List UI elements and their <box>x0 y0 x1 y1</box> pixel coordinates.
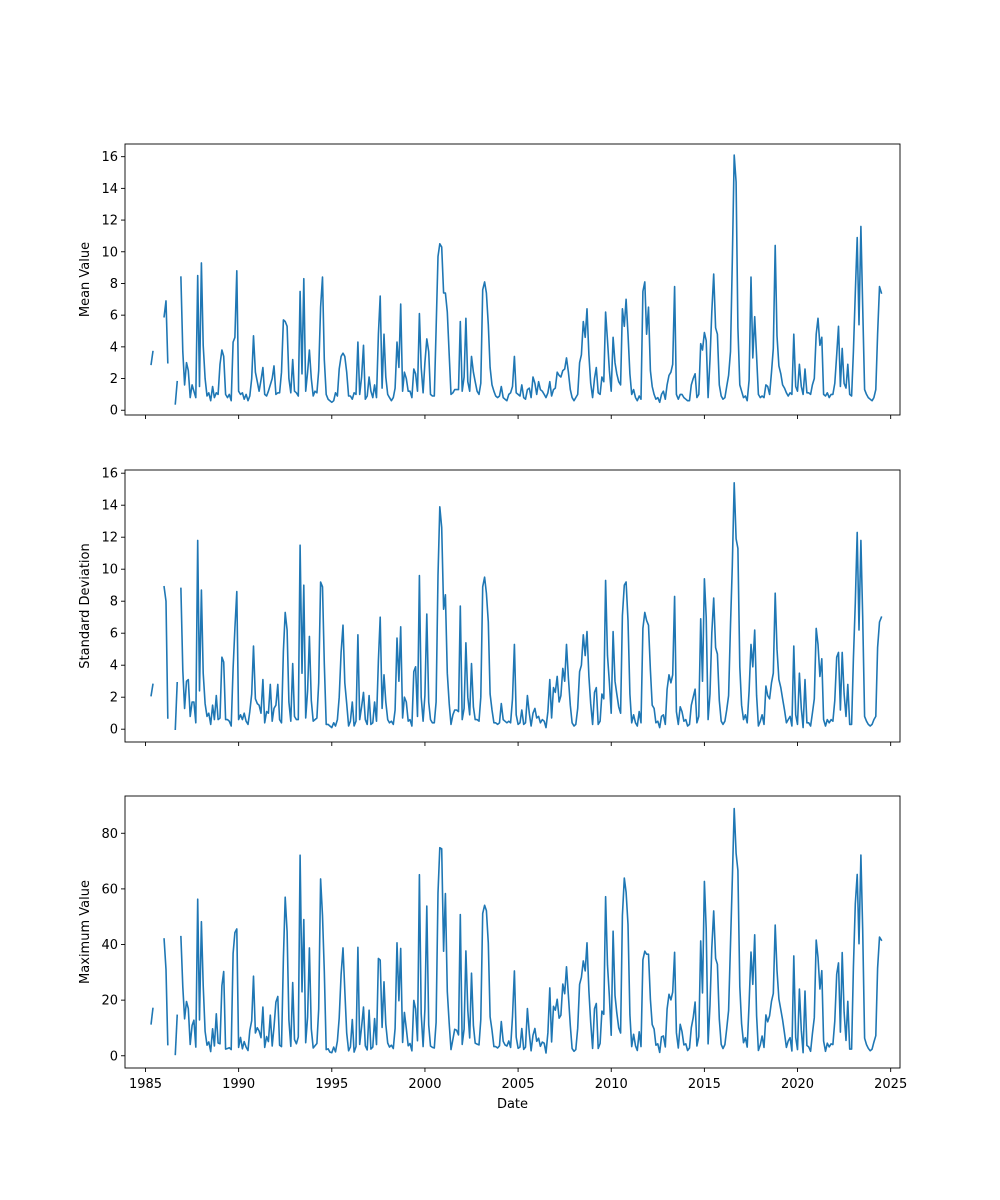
y-tick-label: 0 <box>110 404 118 419</box>
y-tick-label: 14 <box>101 499 118 514</box>
y-tick-label: 6 <box>110 627 118 642</box>
axes-frame <box>124 143 901 416</box>
y-tick-label: 10 <box>101 563 118 578</box>
y-tick-label: 2 <box>110 691 118 706</box>
y-tick-label: 40 <box>101 938 118 953</box>
y-tick-label: 16 <box>101 467 118 482</box>
y-tick-label: 20 <box>101 994 118 1009</box>
x-tick-label: 1995 <box>315 1077 348 1092</box>
x-tick-label: 1990 <box>222 1077 255 1092</box>
x-tick-label: 2025 <box>874 1077 907 1092</box>
y-tick-label: 6 <box>110 309 118 324</box>
y-axis-label: Mean Value <box>78 242 93 317</box>
axes-frame <box>124 795 901 1069</box>
subplot-3: 0 20 40 60 80 1985 1990 1995 2000 2005 2010 2015 202… <box>78 795 907 1112</box>
series-line-segment <box>163 300 169 364</box>
series-line-segment <box>180 154 883 404</box>
axes-frame <box>124 469 901 743</box>
y-tick-label: 0 <box>110 723 118 738</box>
series-line-segment <box>150 683 154 697</box>
x-tick-label: 2015 <box>688 1077 721 1092</box>
subplot-1: 0 2 4 6 8 10 12 14 16 Mean Value <box>78 143 901 419</box>
series-line-segment <box>174 681 179 731</box>
x-tick-label: 1985 <box>129 1077 162 1092</box>
y-tick-label: 0 <box>110 1049 118 1064</box>
y-tick-label: 12 <box>101 531 118 546</box>
series-line-segment <box>174 380 179 405</box>
y-tick-label: 10 <box>101 245 118 260</box>
series-line-segment <box>163 585 169 719</box>
y-axis-label: Maximum Value <box>78 880 93 984</box>
series-line-segment <box>150 350 154 366</box>
subplot-2: 0 2 4 6 8 10 12 14 16 Standard Deviation <box>78 467 901 746</box>
y-tick-label: 8 <box>110 595 118 610</box>
series-line-segment <box>180 807 883 1054</box>
series-line-segment <box>150 1007 154 1025</box>
y-tick-label: 60 <box>101 882 118 897</box>
x-axis-label: Date <box>497 1097 528 1112</box>
y-tick-label: 16 <box>101 150 118 165</box>
subplot-panels: 0 2 4 6 8 10 12 14 16 Mean Value 0 2 4 6 8 10 12 14 16 Stan… <box>78 143 907 1112</box>
y-tick-label: 4 <box>110 659 118 674</box>
x-tick-label: 2000 <box>408 1077 441 1092</box>
series-line-segment <box>180 481 883 729</box>
y-axis-label: Standard Deviation <box>78 543 93 668</box>
y-tick-label: 8 <box>110 277 118 292</box>
x-tick-label: 2010 <box>595 1077 628 1092</box>
x-tick-label: 2020 <box>781 1077 814 1092</box>
x-tick-label: 2005 <box>502 1077 535 1092</box>
y-tick-label: 80 <box>101 827 118 842</box>
series-line-segment <box>174 1014 179 1056</box>
y-tick-label: 14 <box>101 182 118 197</box>
series-line-segment <box>163 938 169 1046</box>
y-tick-label: 12 <box>101 214 118 229</box>
y-tick-label: 4 <box>110 340 118 355</box>
y-tick-label: 2 <box>110 372 118 387</box>
